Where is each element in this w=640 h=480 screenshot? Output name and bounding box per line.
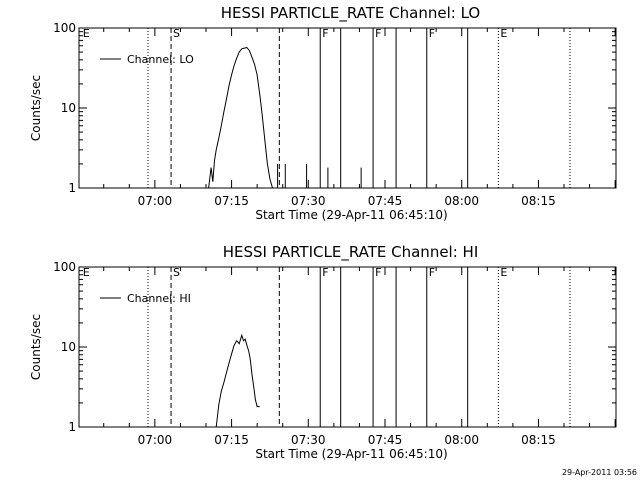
x-tick-label: 07:00 (138, 194, 173, 208)
y-tick-label: 10 (61, 101, 76, 115)
annotation-flag: S (173, 27, 180, 40)
y-axis-label: Counts/sec (29, 75, 43, 141)
footer-timestamp: 29-Apr-2011 03:56 (562, 468, 637, 477)
x-tick-label: 07:45 (368, 433, 403, 447)
y-axis-label: Counts/sec (29, 314, 43, 380)
plot-frame (78, 266, 617, 428)
y-tick-label: 100 (53, 260, 76, 274)
x-tick-label: 07:00 (138, 433, 173, 447)
chart-title: HESSI PARTICLE_RATE Channel: LO (221, 4, 480, 23)
x-tick-label: 07:30 (291, 194, 326, 208)
x-tick-label: 07:45 (368, 194, 403, 208)
legend-label: Channel: HI (127, 292, 191, 305)
legend-label: Channel: LO (127, 53, 194, 66)
annotation-flag: F (375, 266, 381, 279)
y-tick-label: 100 (53, 21, 76, 35)
x-tick-label: 08:15 (521, 433, 556, 447)
annotation-flag: E (500, 266, 507, 279)
annotation-flag: F (322, 27, 328, 40)
x-tick-label: 08:15 (521, 194, 556, 208)
chart-hi-channel: HESSI PARTICLE_RATE Channel: HI E S F F F E 1 10… (29, 243, 617, 461)
x-axis-label: Start Time (29-Apr-11 06:45:10) (255, 208, 447, 222)
annotation-flag: E (500, 27, 507, 40)
x-tick-label: 07:15 (214, 194, 249, 208)
y-tick-label: 1 (68, 420, 76, 434)
x-tick-label: 07:30 (291, 433, 326, 447)
annotation-flag: F (429, 266, 435, 279)
annotation-flag: E (83, 27, 90, 40)
annotation-flag: F (322, 266, 328, 279)
x-axis-label: Start Time (29-Apr-11 06:45:10) (255, 447, 447, 461)
x-tick-label: 08:00 (444, 194, 479, 208)
annotation-flag: F (429, 27, 435, 40)
annotation-flag: E (83, 266, 90, 279)
chart-lo-channel: HESSI PARTICLE_RATE Channel: LO E S F F F E 1 10… (29, 4, 617, 222)
series-line (215, 333, 260, 428)
series-line (208, 46, 273, 189)
annotation-flag: F (375, 27, 381, 40)
plot-frame (78, 27, 617, 189)
y-tick-label: 1 (68, 181, 76, 195)
chart-title: HESSI PARTICLE_RATE Channel: HI (223, 243, 479, 262)
x-tick-label: 07:15 (214, 433, 249, 447)
annotation-flag: S (173, 266, 180, 279)
x-tick-label: 08:00 (444, 433, 479, 447)
y-tick-label: 10 (61, 340, 76, 354)
